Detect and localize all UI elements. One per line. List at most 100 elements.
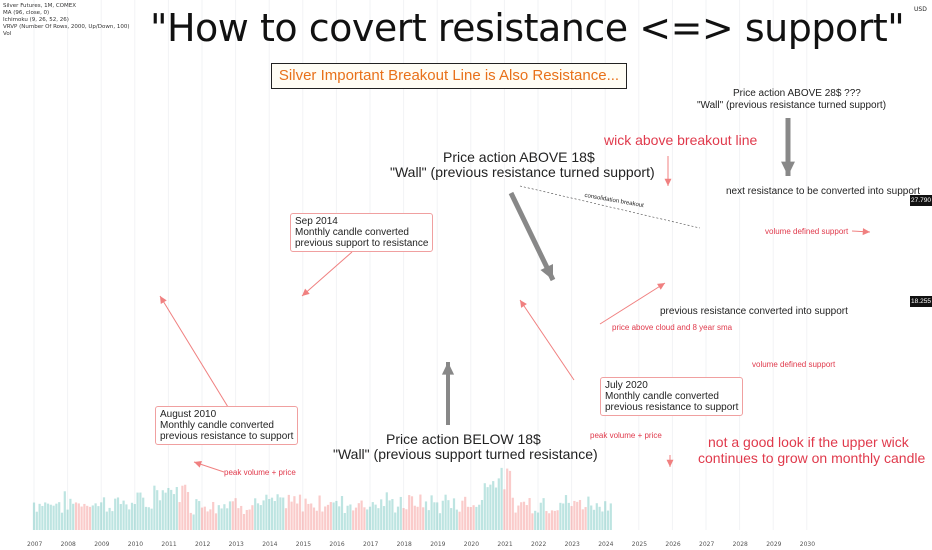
volume-bar-90 [284,508,288,530]
volume-bar-102 [318,495,321,530]
volume-bar-127 [388,500,391,530]
price-label-upper: 27.790 [910,195,932,206]
volume-bar-25 [102,497,106,530]
volume-bar-124 [380,499,383,530]
volume-bar-86 [273,501,276,530]
volume-bar-75 [242,513,246,530]
sep2014-line-1: Sep 2014 [295,216,338,227]
volume-bar-169 [506,468,509,530]
volume-bar-42 [150,508,153,530]
volume-bar-5 [46,503,50,530]
volume-bar-11 [63,491,66,530]
volume-bar-132 [402,508,405,530]
volume-bar-105 [326,504,330,530]
volume-bar-167 [500,467,503,530]
volume-bar-16 [77,503,80,530]
arrow-price-above-cloud-head [657,283,665,290]
volume-bar-157 [472,505,475,530]
volume-bar-193 [573,500,576,530]
indicator-vol: Vol [3,31,12,37]
volume-bar-112 [346,505,349,530]
x-tick-19: 2026 [665,541,680,548]
arrow-sep2014 [301,251,353,297]
x-tick-7: 2014 [262,541,277,548]
volume-bar-185 [550,510,554,530]
volume-bar-100 [312,507,316,530]
volume-bar-200 [592,509,596,530]
x-tick-4: 2011 [161,541,176,548]
aug2010-line-2: Monthly candle converted [160,420,274,431]
volume-bar-137 [416,506,419,530]
volume-bar-59 [198,501,201,530]
volume-bar-182 [542,498,545,530]
volume-bar-45 [158,500,162,530]
annotation-above28-wall: "Wall" (previous resistance turned suppo… [697,100,887,111]
volume-bar-63 [209,509,212,530]
arrow-sep2014-head [302,288,310,296]
volume-bar-82 [262,500,265,530]
volume-bar-172 [514,512,517,530]
volume-bar-133 [405,509,408,530]
x-tick-18: 2025 [632,541,647,548]
time-axis: 2007 2008 2009 2010 2011 2012 2013 2014 2015 2016… [27,541,815,548]
volume-bar-31 [119,504,122,530]
volume-bar-13 [69,498,72,530]
volume-bar-166 [497,478,500,530]
volume-bar-33 [125,504,128,530]
volume-bar-199 [590,505,593,530]
volume-bar-47 [164,492,167,530]
horizontal-levels [519,185,701,229]
volume-bar-29 [114,498,117,530]
volume-bar-77 [248,509,251,530]
chart-subtitle: Silver Important Breakout Line is Also R… [271,63,627,89]
volume-bar-147 [444,494,447,530]
volume-bar-83 [265,494,268,530]
volume-bar-198 [587,496,590,530]
volume-bar-81 [259,505,262,530]
arrow-above18 [508,191,556,282]
volume-bar-109 [338,506,341,530]
volume-bar-143 [433,502,436,530]
volume-bar-123 [377,508,380,530]
volume-bar-164 [492,481,495,530]
volume-bar-96 [301,511,304,530]
volume-bar-22 [94,503,97,530]
x-tick-13: 2020 [464,541,479,548]
volume-bar-98 [307,503,310,530]
volume-bar-39 [142,497,145,530]
volume-bar-197 [584,507,587,530]
volume-bar-119 [366,509,369,530]
sep2014-line-2: Monthly candle converted [295,227,409,238]
volume-bar-192 [570,506,573,530]
volume-bar-57 [192,514,195,530]
chart-title: "How to covert resistance <=> support" [150,6,905,50]
volume-bar-115 [354,507,358,530]
volume-bar-37 [136,492,139,530]
volume-bar-118 [363,507,366,530]
volume-bar-130 [396,506,400,530]
volume-bar-196 [581,509,584,530]
volume-bar-190 [564,495,568,530]
volume-bar-65 [214,513,218,530]
price-label-lower: 18.255 [910,296,932,307]
volume-bar-195 [578,499,582,530]
x-tick-17: 2024 [598,541,613,548]
x-tick-21: 2028 [733,541,748,548]
volume-bar-101 [315,510,318,530]
volume-bar-73 [237,508,240,530]
volume-bar-32 [122,500,125,530]
volume-bar-67 [220,508,223,530]
volume-bar-142 [430,495,433,530]
volume-bar-158 [475,506,478,530]
volume-bar-68 [223,504,226,530]
volume-bar-80 [256,503,260,530]
volume-bar-145 [438,513,442,530]
volume-bar-94 [296,503,299,530]
annotation-above18-wall: "Wall" (previous resistance turned suppo… [390,164,655,180]
volume-bar-106 [329,502,332,530]
aug2010-line-1: August 2010 [160,409,217,420]
volume-bar-121 [371,502,374,530]
annotation-wick-above: wick above breakout line [604,132,758,148]
x-tick-12: 2019 [430,541,445,548]
volume-bar-122 [374,504,377,530]
